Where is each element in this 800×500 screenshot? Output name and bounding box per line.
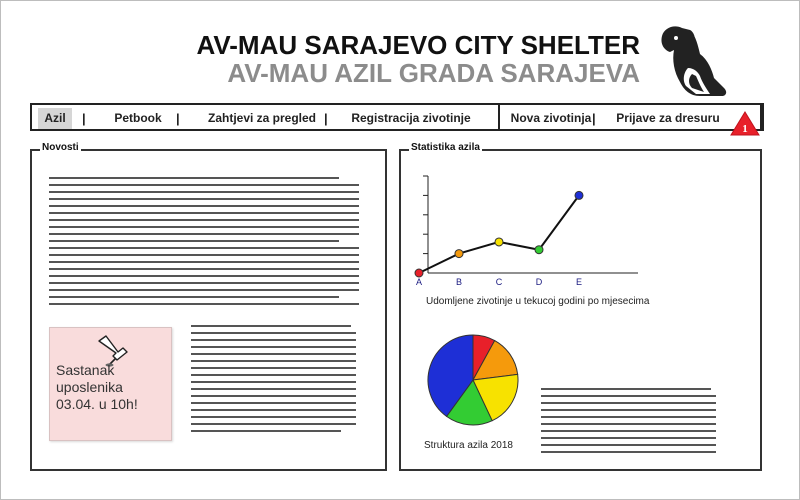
nav-item-petbook[interactable]: Petbook — [114, 111, 162, 125]
line-chart-caption: Udomljene zivotinje u tekucoj godini po … — [426, 296, 650, 307]
stats-panel-label: Statistika azila — [409, 142, 482, 153]
page-subtitle: AV-MAU AZIL GRADA SARAJEVA — [227, 58, 640, 88]
data-point — [534, 245, 544, 255]
text-line — [49, 254, 359, 256]
text-line — [191, 388, 356, 390]
text-line — [49, 226, 359, 228]
text-line — [49, 247, 359, 249]
text-line — [49, 296, 339, 298]
text-line — [541, 388, 711, 390]
text-line — [541, 430, 716, 432]
x-tick-label: D — [536, 277, 543, 287]
data-point — [414, 268, 424, 278]
text-line — [49, 240, 339, 242]
text-line — [49, 261, 359, 263]
nav-separator: | — [324, 111, 328, 126]
nav-separator: | — [82, 111, 86, 126]
text-line — [191, 416, 356, 418]
nav-separator: | — [176, 111, 180, 126]
text-line — [191, 332, 356, 334]
sticky-note-text: Sastanak uposlenika 03.04. u 10h! — [56, 362, 138, 412]
x-tick-label: E — [576, 277, 582, 287]
text-line — [191, 367, 356, 369]
x-tick-label: B — [456, 277, 462, 287]
text-line — [191, 381, 356, 383]
nav-separator: | — [592, 111, 596, 126]
text-line — [541, 395, 716, 397]
data-point — [494, 237, 504, 247]
x-tick-label: A — [416, 277, 422, 287]
stats-panel: Statistika azila — [399, 142, 762, 471]
data-point — [454, 249, 464, 259]
text-line — [49, 219, 359, 221]
text-line — [49, 191, 359, 193]
text-line — [191, 409, 356, 411]
nav-item-registracija-zivotinje[interactable]: Registracija zivotinje — [351, 111, 471, 125]
text-line — [49, 212, 359, 214]
notification-badge[interactable]: 1 — [729, 110, 761, 138]
pie-chart — [427, 334, 519, 426]
text-line — [541, 409, 716, 411]
notification-count: 1 — [742, 123, 748, 135]
news-panel: Novosti — [30, 142, 387, 471]
text-line — [191, 395, 356, 397]
text-line — [49, 268, 359, 270]
text-line — [191, 339, 356, 341]
text-line — [191, 360, 356, 362]
text-line — [191, 423, 356, 425]
pie-chart-caption: Struktura azila 2018 — [424, 440, 513, 451]
text-line — [541, 437, 716, 439]
text-line — [191, 402, 356, 404]
text-line — [49, 233, 359, 235]
news-panel-label: Novosti — [40, 142, 81, 153]
series-line — [418, 194, 580, 274]
text-line — [191, 325, 351, 327]
pie-slice — [427, 334, 474, 418]
nav-group-secondary: Nova zivotinja | Prijave za dresuru — [498, 103, 764, 131]
text-line — [191, 346, 356, 348]
text-line — [49, 275, 359, 277]
dog-cat-silhouette-icon — [661, 26, 727, 97]
text-line — [49, 282, 359, 284]
sticky-note: Sastanak uposlenika 03.04. u 10h! — [49, 327, 172, 441]
page-title: AV-MAU SARAJEVO CITY SHELTER — [196, 30, 641, 60]
nav-item-zahtjevi-za-pregled[interactable]: Zahtjevi za pregled — [207, 111, 317, 125]
text-line — [49, 205, 359, 207]
text-line — [49, 303, 359, 305]
text-line — [191, 353, 356, 355]
pushpin-icon — [98, 335, 128, 367]
pie-slice — [472, 373, 519, 422]
text-line — [541, 444, 716, 446]
x-tick-label: C — [496, 277, 503, 287]
text-line — [191, 430, 341, 432]
data-point — [574, 190, 584, 200]
text-line — [541, 423, 716, 425]
line-chart: A B C D E — [414, 175, 638, 287]
text-line — [49, 177, 339, 179]
text-line — [541, 416, 716, 418]
text-line — [541, 451, 716, 453]
nav-item-azil[interactable]: Azil — [38, 108, 72, 129]
main-nav: Azil | Petbook | Zahtjevi za pregled | R… — [30, 103, 764, 131]
text-line — [49, 198, 359, 200]
text-line — [49, 289, 359, 291]
nav-item-nova-zivotinja[interactable]: Nova zivotinja — [510, 111, 592, 125]
text-line — [191, 374, 356, 376]
nav-item-prijave-za-dresuru[interactable]: Prijave za dresuru — [616, 111, 720, 125]
text-line — [541, 402, 716, 404]
text-line — [49, 184, 359, 186]
pie-slice — [445, 379, 493, 426]
